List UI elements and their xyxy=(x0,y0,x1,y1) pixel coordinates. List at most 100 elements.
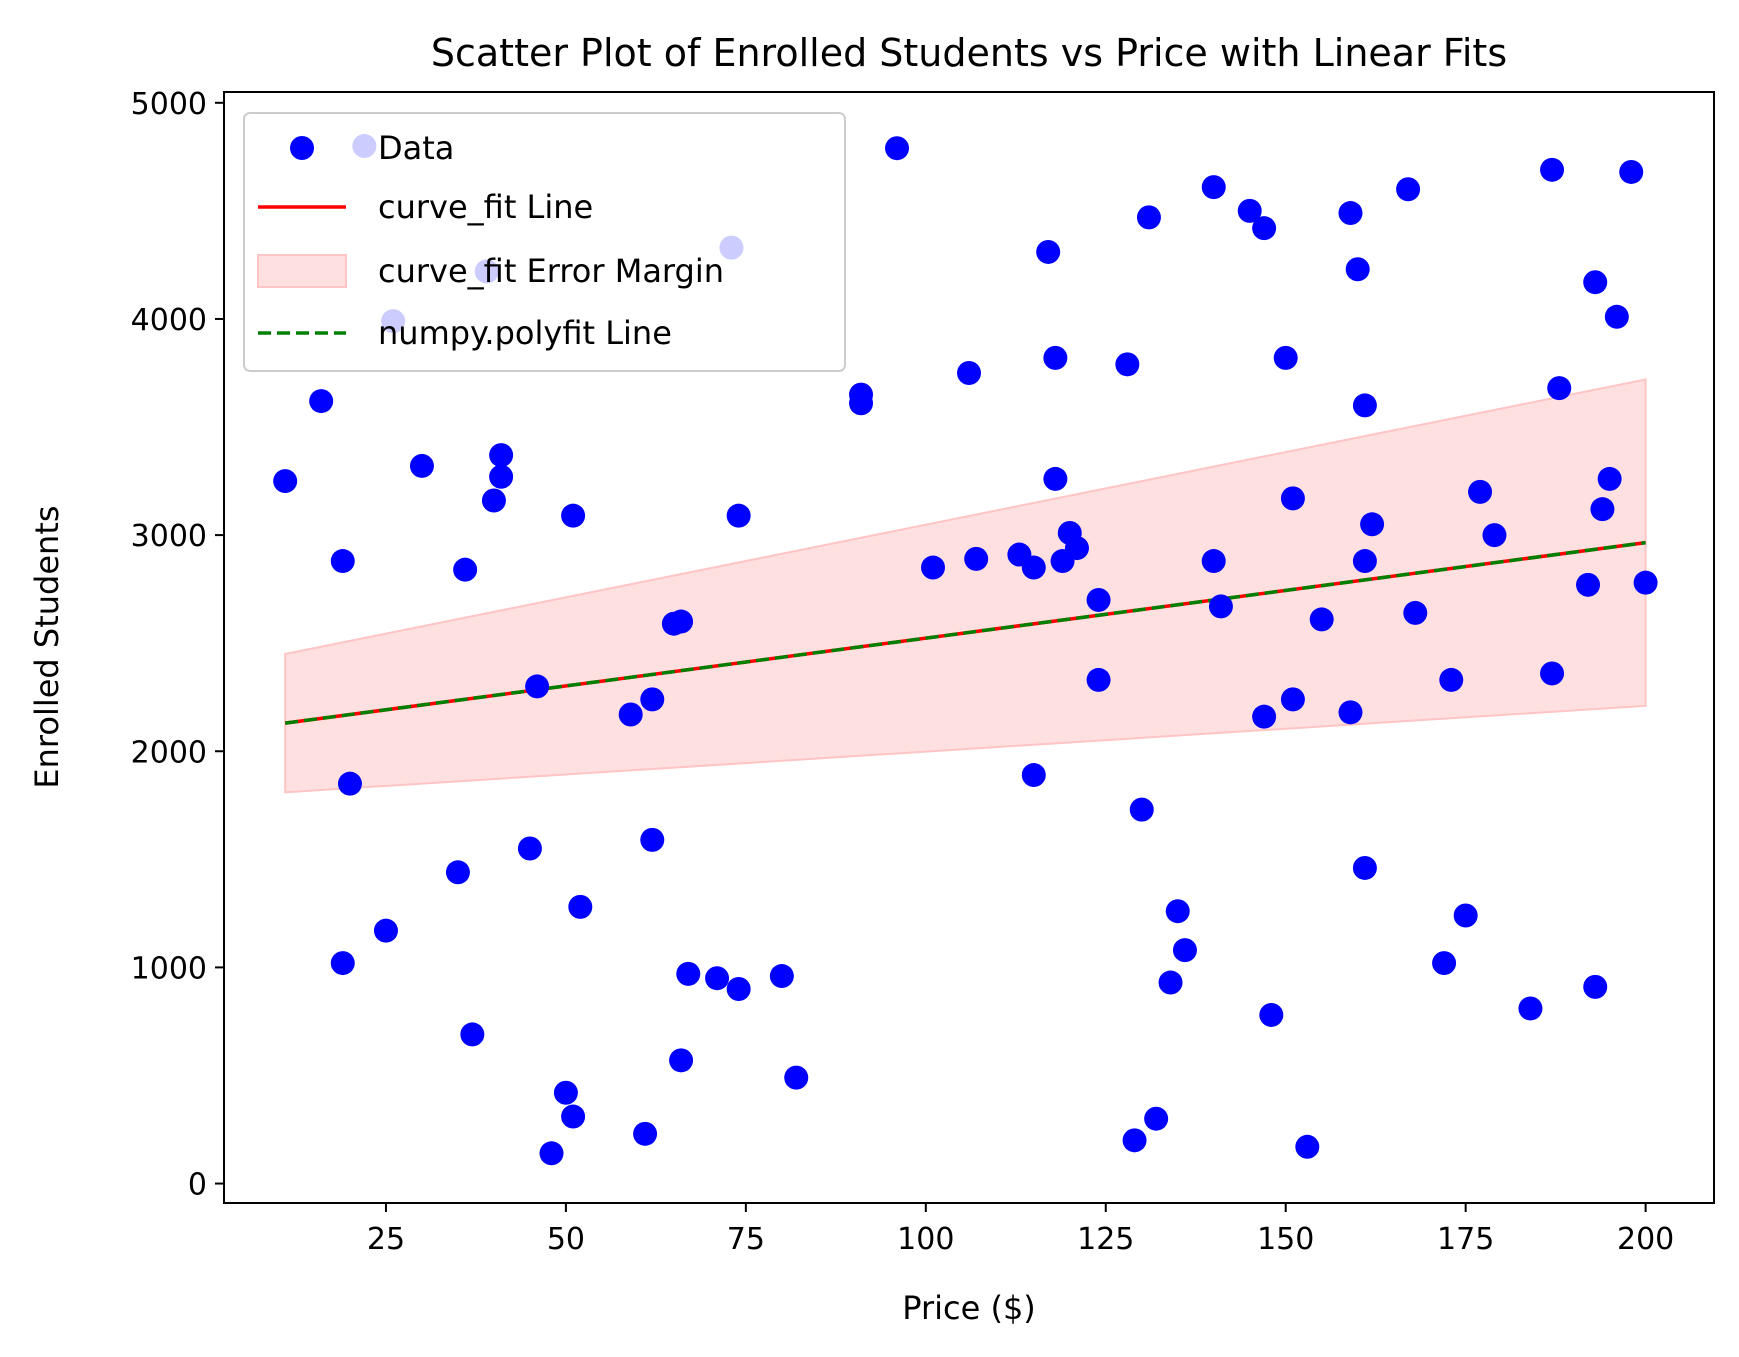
data-point xyxy=(453,557,478,582)
data-point xyxy=(1345,257,1370,282)
data-point xyxy=(1172,938,1197,963)
legend-marker-data xyxy=(290,136,314,160)
data-point xyxy=(1432,951,1457,976)
data-point xyxy=(539,1141,564,1166)
data-point xyxy=(618,702,643,727)
data-point xyxy=(373,918,398,943)
x-tick-label: 25 xyxy=(367,1222,405,1257)
x-tick-label: 50 xyxy=(547,1222,585,1257)
x-tick-label: 150 xyxy=(1257,1222,1314,1257)
data-point xyxy=(1280,687,1305,712)
y-axis-label: Enrolled Students xyxy=(28,505,66,788)
data-point xyxy=(1453,903,1478,928)
data-point xyxy=(525,674,550,699)
legend-box xyxy=(243,112,846,372)
data-point xyxy=(1439,667,1464,692)
data-point xyxy=(1352,393,1377,418)
fit-lines-layer xyxy=(284,540,1646,725)
data-point xyxy=(309,389,334,414)
data-point xyxy=(1396,177,1421,202)
data-point xyxy=(1158,970,1183,995)
data-point xyxy=(1129,797,1154,822)
data-point xyxy=(337,771,362,796)
data-point xyxy=(769,964,794,989)
data-point xyxy=(1273,345,1298,370)
error-margin-band xyxy=(284,378,1647,794)
data-point xyxy=(1122,1128,1147,1153)
data-point xyxy=(705,966,730,991)
data-point xyxy=(1590,497,1615,522)
legend-label-curve-fit-line: curve_fit Line xyxy=(378,188,593,226)
x-tick-label: 75 xyxy=(727,1222,765,1257)
data-point xyxy=(1540,157,1565,182)
plot-frame xyxy=(223,91,1715,1204)
polyfit-line xyxy=(284,540,1646,725)
data-point xyxy=(1259,1002,1284,1027)
data-point xyxy=(1309,607,1334,632)
data-point xyxy=(676,961,701,986)
data-point xyxy=(726,503,751,528)
data-point xyxy=(1136,205,1161,230)
data-point xyxy=(330,951,355,976)
data-point xyxy=(1295,1134,1320,1159)
data-point xyxy=(273,469,298,494)
data-point xyxy=(1165,899,1190,924)
data-point xyxy=(568,894,593,919)
error-margin-layer xyxy=(284,378,1647,794)
legend-label-error-margin: curve_fit Error Margin xyxy=(378,252,724,290)
data-point xyxy=(1468,479,1493,504)
data-point xyxy=(1360,512,1385,537)
data-point xyxy=(784,1065,809,1090)
data-point xyxy=(481,488,506,513)
data-point xyxy=(445,860,470,885)
data-point xyxy=(1237,198,1262,223)
data-point xyxy=(1115,352,1140,377)
data-point xyxy=(1086,587,1111,612)
data-point xyxy=(633,1121,658,1146)
data-point xyxy=(1208,594,1233,619)
data-point xyxy=(1144,1106,1169,1131)
data-point xyxy=(1043,345,1068,370)
data-point xyxy=(561,1104,586,1129)
y-tick-label: 4000 xyxy=(131,303,207,338)
y-tick-label: 5000 xyxy=(131,87,207,122)
data-point xyxy=(669,609,694,634)
data-point xyxy=(1583,974,1608,999)
data-point xyxy=(1597,466,1622,491)
data-point xyxy=(1518,996,1543,1021)
data-point xyxy=(921,555,946,580)
data-point xyxy=(640,687,665,712)
x-tick-label: 175 xyxy=(1437,1222,1494,1257)
y-tick-label: 0 xyxy=(188,1168,207,1203)
data-point xyxy=(1633,570,1658,595)
data-point xyxy=(1280,486,1305,511)
x-axis: 25 50 75 100 125 150 175 200 xyxy=(367,1203,1674,1257)
data-point xyxy=(330,549,355,574)
data-point xyxy=(1547,376,1572,401)
data-point xyxy=(1338,700,1363,725)
data-point xyxy=(849,382,874,407)
data-point xyxy=(1021,555,1046,580)
data-point xyxy=(1403,600,1428,625)
data-point xyxy=(1604,304,1629,329)
data-point xyxy=(885,136,910,161)
y-axis: 0 1000 2000 3000 4000 5000 xyxy=(131,87,224,1203)
data-point xyxy=(669,1048,694,1073)
data-point xyxy=(1482,523,1507,548)
data-point xyxy=(1583,270,1608,295)
legend-label-data: Data xyxy=(378,129,454,167)
x-axis-label: Price ($) xyxy=(902,1289,1036,1327)
legend: Data curve_fit Line curve_fit Error Marg… xyxy=(243,112,846,372)
data-point xyxy=(1201,549,1226,574)
data-point xyxy=(1252,216,1277,241)
plot-area xyxy=(223,91,1715,1204)
y-tick-label: 3000 xyxy=(131,519,207,554)
data-point xyxy=(561,503,586,528)
data-point xyxy=(1021,763,1046,788)
y-tick-label: 1000 xyxy=(131,951,207,986)
legend-label-polyfit-line: numpy.polyfit Line xyxy=(378,314,672,352)
data-point xyxy=(726,977,751,1002)
data-point xyxy=(1576,572,1601,597)
data-point xyxy=(1036,239,1061,264)
